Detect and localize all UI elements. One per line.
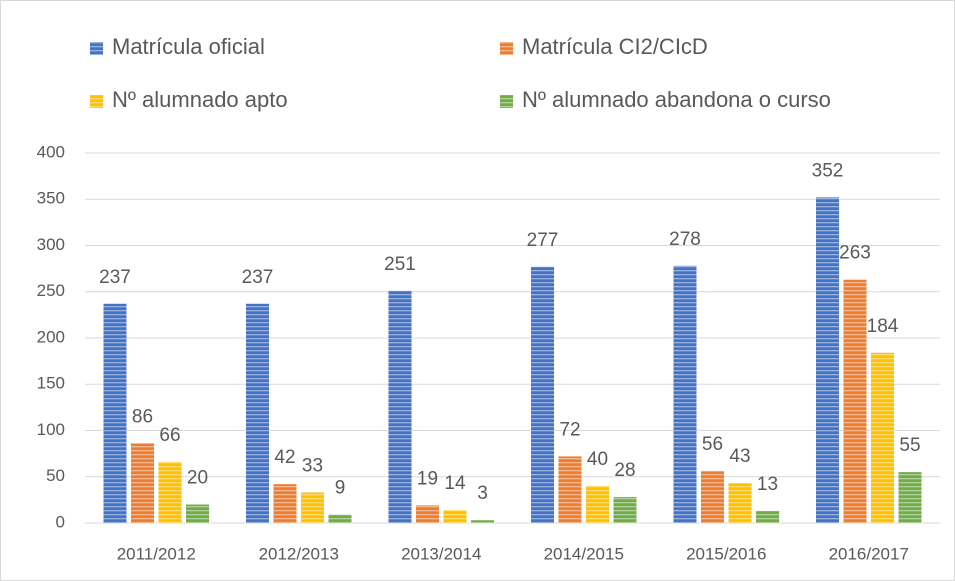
data-label: 237 bbox=[99, 267, 131, 288]
bar bbox=[728, 483, 752, 523]
data-label: 19 bbox=[417, 468, 438, 489]
data-label: 66 bbox=[159, 425, 180, 446]
bar bbox=[388, 290, 412, 523]
data-label: 56 bbox=[702, 434, 723, 455]
bar bbox=[816, 197, 839, 523]
bar bbox=[103, 303, 127, 523]
data-label: 86 bbox=[132, 406, 153, 427]
bar bbox=[186, 504, 209, 523]
data-label: 20 bbox=[187, 468, 208, 489]
data-label: 263 bbox=[839, 243, 871, 264]
legend-swatch bbox=[90, 95, 103, 108]
data-label: 55 bbox=[899, 435, 920, 456]
bar bbox=[158, 461, 182, 523]
bar bbox=[613, 497, 637, 523]
bar bbox=[558, 456, 582, 523]
legend-swatch bbox=[500, 95, 513, 108]
bar bbox=[416, 505, 439, 523]
data-label: 33 bbox=[302, 455, 323, 476]
data-label: 13 bbox=[757, 474, 778, 495]
legend-label: Nº alumnado abandona o curso bbox=[522, 87, 831, 112]
y-tick-label: 200 bbox=[37, 327, 65, 346]
y-tick-label: 400 bbox=[37, 142, 65, 161]
bar bbox=[131, 443, 154, 523]
data-label: 237 bbox=[242, 267, 274, 288]
y-tick-label: 250 bbox=[37, 281, 65, 300]
bar bbox=[673, 265, 697, 523]
bar bbox=[301, 492, 324, 523]
bar bbox=[443, 510, 467, 523]
bar bbox=[471, 520, 494, 523]
data-label: 3 bbox=[477, 483, 488, 504]
data-label: 278 bbox=[669, 229, 701, 250]
data-label: 14 bbox=[444, 473, 466, 494]
legend-swatch bbox=[500, 42, 513, 55]
x-tick-label: 2011/2012 bbox=[117, 544, 196, 563]
data-label: 9 bbox=[335, 478, 346, 499]
bar bbox=[701, 471, 724, 523]
bar bbox=[273, 484, 297, 523]
bar bbox=[586, 486, 609, 523]
y-tick-label: 50 bbox=[46, 466, 65, 485]
bar bbox=[898, 472, 922, 523]
data-label: 72 bbox=[559, 419, 580, 440]
bar bbox=[531, 266, 554, 523]
bar bbox=[756, 510, 779, 523]
x-tick-label: 2014/2015 bbox=[544, 544, 624, 563]
x-tick-label: 2012/2013 bbox=[259, 544, 339, 563]
legend-label: Matrícula CI2/CIcD bbox=[522, 34, 708, 59]
data-label: 184 bbox=[867, 316, 899, 337]
data-label: 251 bbox=[384, 254, 416, 275]
data-label: 40 bbox=[587, 449, 608, 470]
data-label: 42 bbox=[274, 447, 295, 468]
data-label: 352 bbox=[812, 160, 844, 181]
y-tick-label: 0 bbox=[56, 512, 65, 531]
bar bbox=[871, 352, 894, 523]
x-tick-label: 2016/2017 bbox=[829, 544, 909, 563]
bar bbox=[328, 514, 352, 523]
legend-label: Nº alumnado apto bbox=[112, 87, 288, 112]
y-tick-label: 350 bbox=[37, 189, 65, 208]
x-tick-label: 2015/2016 bbox=[686, 544, 766, 563]
y-tick-label: 150 bbox=[37, 374, 65, 393]
data-label: 43 bbox=[729, 446, 750, 467]
data-label: 277 bbox=[527, 230, 559, 251]
y-tick-label: 100 bbox=[37, 420, 65, 439]
data-label: 28 bbox=[614, 460, 635, 481]
x-tick-label: 2013/2014 bbox=[401, 544, 481, 563]
legend-label: Matrícula oficial bbox=[112, 34, 265, 59]
y-tick-label: 300 bbox=[37, 235, 65, 254]
bar bbox=[246, 303, 269, 523]
legend-swatch bbox=[90, 42, 103, 55]
bar bbox=[843, 279, 867, 523]
